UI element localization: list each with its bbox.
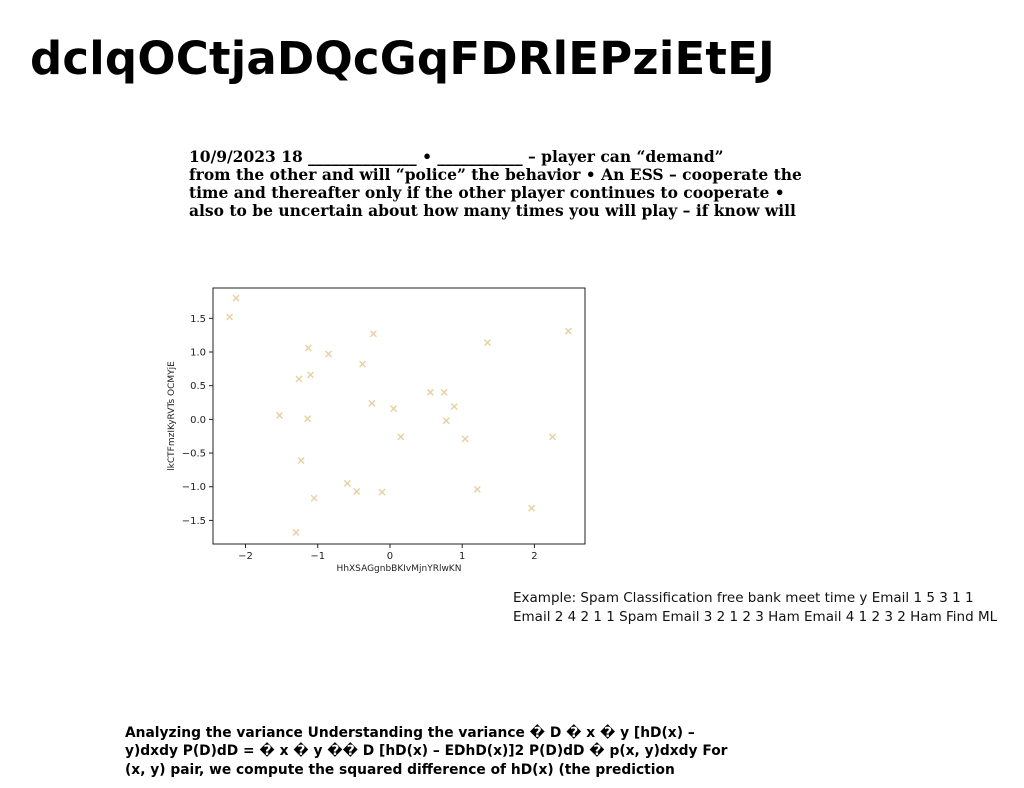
y-tick-label: −0.5 [182, 449, 206, 460]
scatter-point [369, 330, 377, 338]
scatter-point [564, 327, 572, 335]
scatter-point [232, 294, 240, 302]
y-axis-label: lkCTFmzIKyRVTs OCMYjE [167, 361, 177, 471]
text-line: from the other and will “police” the beh… [189, 165, 802, 184]
text-line: also to be uncertain about how many time… [189, 201, 796, 220]
scatter-point [426, 388, 434, 396]
x-tick-label: −1 [310, 551, 325, 562]
scatter-point [307, 371, 315, 379]
x-tick-label: 2 [531, 551, 537, 562]
scatter-point [378, 488, 386, 496]
y-tick-label: −1.5 [182, 516, 206, 527]
scatter-point [292, 529, 300, 537]
text-line: 10/9/2023 18 ______________ • __________… [189, 147, 724, 166]
scatter-point [450, 403, 458, 411]
y-tick-label: −1.0 [182, 482, 206, 493]
scatter-point [297, 456, 305, 464]
scatter-point [275, 411, 283, 419]
scatter-point [325, 350, 333, 358]
scatter-point [343, 479, 351, 487]
scatter-point [549, 433, 556, 441]
plot-frame [212, 287, 586, 545]
x-axis-label: HhXSAGgnbBKIvMjnYRlwKN [337, 564, 462, 574]
scatter-point [473, 485, 481, 493]
scatter-point [528, 504, 536, 512]
scatter-point [226, 313, 234, 321]
scatter-point [310, 494, 318, 502]
scatter-point [295, 375, 303, 383]
text-line: time and thereafter only if the other pl… [189, 183, 785, 202]
scatter-point [353, 487, 361, 495]
x-tick-label: −2 [238, 551, 253, 562]
y-tick-label: 1.0 [190, 348, 206, 359]
text-block-game-theory: 10/9/2023 18 ______________ • __________… [189, 148, 829, 220]
y-tick-label: 0.0 [190, 415, 206, 426]
scatter-chart: −2 −1 0 1 2 −1.5 −1.0 −0.5 0.0 0.5 1.0 1.5 HhXSAGgnb… [167, 287, 586, 574]
page-title: dclqOCtjaDQcGqFDRlEPziEtEJ [30, 32, 775, 85]
x-tick-label: 1 [459, 551, 465, 562]
scatter-point [483, 339, 491, 347]
scatter-point [397, 433, 405, 441]
text-line: Email 2 4 2 1 1 Spam Email 3 2 1 2 3 Ham… [513, 608, 998, 625]
text-line: (x, y) pair, we compute the squared diff… [125, 761, 675, 778]
scatter-point [304, 415, 312, 423]
scatter-point [390, 405, 398, 413]
text-block-spam-example: Example: Spam Classification free bank m… [513, 589, 997, 626]
text-line: Analyzing the variance Understanding the… [125, 725, 695, 741]
y-tick-label: 1.5 [190, 314, 206, 325]
scatter-point [359, 360, 367, 368]
text-line: Example: Spam Classification free bank m… [513, 590, 974, 606]
text-line: y)dxdy P(D)dD = � x � y �� D [hD(x) – ED… [125, 743, 728, 760]
x-tick-label: 0 [387, 551, 393, 562]
scatter-point [461, 435, 469, 443]
scatter-point [440, 388, 448, 396]
scatter-point [368, 399, 376, 407]
text-block-variance: Analyzing the variance Understanding the… [125, 724, 727, 779]
scatter-point [304, 344, 312, 352]
scatter-point [442, 417, 450, 425]
y-tick-label: 0.5 [190, 381, 206, 392]
